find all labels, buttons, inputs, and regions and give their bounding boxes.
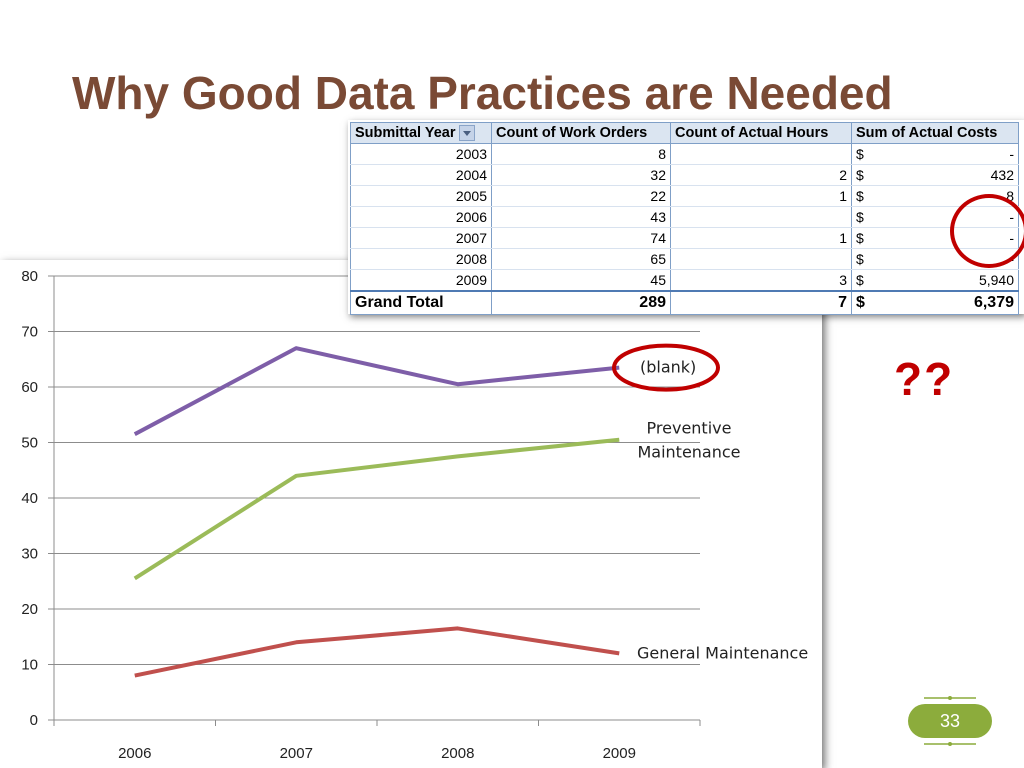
pivot-row: 2007 74 1 $ - [350, 227, 1019, 249]
x-tick-label: 2008 [441, 745, 474, 762]
cell-year: 2008 [350, 248, 492, 270]
pivot-row: 2003 8 $ - [350, 143, 1019, 165]
cell-hours [670, 143, 852, 165]
cost-value: 432 [990, 167, 1014, 183]
cost-value: 8 [1006, 188, 1014, 204]
series-label: Preventive [647, 419, 732, 438]
page-number-badge: 33 [906, 688, 996, 759]
series-label: (blank) [640, 358, 696, 377]
slide-title: Why Good Data Practices are Needed [72, 67, 893, 119]
filter-dropdown-icon[interactable] [459, 125, 476, 142]
question-marks: ?? [894, 353, 955, 405]
cell-year: 2005 [350, 185, 492, 207]
pivot-row: 2005 22 1 $8 [350, 185, 1019, 207]
currency-symbol: $ [856, 209, 864, 225]
cell-work-orders: 45 [491, 269, 671, 292]
currency-symbol: $ [856, 251, 864, 267]
y-tick-label: 0 [30, 712, 38, 729]
chart-labels: (blank) Preventive Maintenance General Main… [612, 343, 808, 662]
x-tick-label: 2007 [280, 745, 313, 762]
cell-hours [670, 248, 852, 270]
series-label: General Maintenance [637, 643, 808, 662]
cell-costs: $5,940 [851, 269, 1019, 292]
pivot-row: 2004 32 2 $432 [350, 164, 1019, 186]
y-tick-label: 20 [21, 601, 38, 618]
currency-symbol: $ [856, 167, 864, 183]
currency-symbol: $ [856, 188, 864, 204]
cell-year: 2007 [350, 227, 492, 249]
cell-hours: 3 [670, 269, 852, 292]
pivot-header-row: Submittal Year Count of Work Orders Coun… [350, 122, 1019, 144]
cell-hours: 2 [670, 164, 852, 186]
series-line [133, 346, 620, 436]
cell-work-orders: 289 [491, 290, 671, 315]
y-tick-label: 70 [21, 324, 38, 341]
cell-work-orders: 22 [491, 185, 671, 207]
currency-symbol: $ [856, 272, 864, 288]
page-number: 33 [940, 711, 960, 731]
cell-work-orders: 65 [491, 248, 671, 270]
cell-hours: 1 [670, 185, 852, 207]
cell-costs: $ - [851, 143, 1019, 165]
cell-year: 2006 [350, 206, 492, 228]
y-tick-label: 60 [21, 379, 38, 396]
currency-symbol: $ [856, 294, 865, 311]
x-tick-label: 2009 [603, 745, 636, 762]
highlight-circle-costs [950, 194, 1024, 268]
chart-grid [54, 275, 700, 665]
chart-series [133, 346, 620, 678]
cell-costs: $432 [851, 164, 1019, 186]
cost-value: 5,940 [978, 272, 1014, 288]
pivot-total-row: Grand Total 289 7 $6,379 [350, 290, 1019, 315]
series-label: Maintenance [637, 443, 740, 462]
y-tick-label: 80 [21, 268, 38, 285]
y-tick-label: 50 [21, 435, 38, 452]
header-count-actual-hours: Count of Actual Hours [670, 122, 852, 144]
cost-value: - [1009, 146, 1014, 162]
cell-work-orders: 8 [491, 143, 671, 165]
pivot-row: 2008 65 $ - [350, 248, 1019, 270]
cost-value: 6,379 [973, 294, 1014, 311]
cell-costs: $6,379 [851, 290, 1019, 315]
pivot-body: 2003 8 $ -2004 32 2 $432 2005 22 1 $8 2006 43 $ -2007 7… [350, 143, 1019, 315]
currency-symbol: $ [856, 146, 864, 162]
x-tick-label: 2006 [118, 745, 151, 762]
line-chart: 0 10 20 30 40 50 60 70 80 2006 2007 2008 2009 (blank… [21, 268, 808, 762]
pivot-table-panel: Submittal Year Count of Work Orders Coun… [348, 120, 1024, 315]
cell-hours [670, 206, 852, 228]
cell-work-orders: 74 [491, 227, 671, 249]
pivot-row: 2009 45 3 $5,940 [350, 269, 1019, 292]
series-line [133, 437, 620, 581]
y-tick-label: 10 [21, 657, 38, 674]
pivot-row: 2006 43 $ - [350, 206, 1019, 228]
header-count-work-orders: Count of Work Orders [491, 122, 671, 144]
y-tick-label: 40 [21, 490, 38, 507]
highlight-circle-blank [612, 343, 720, 392]
cell-hours: 1 [670, 227, 852, 249]
chart-axes: 0 10 20 30 40 50 60 70 80 2006 2007 2008 2009 [21, 268, 701, 762]
line-chart-panel: 0 10 20 30 40 50 60 70 80 2006 2007 2008 2009 (blank… [0, 260, 822, 768]
y-tick-label: 30 [21, 546, 38, 563]
header-sum-actual-costs: Sum of Actual Costs [851, 122, 1019, 144]
header-submittal-year[interactable]: Submittal Year [350, 122, 492, 144]
currency-symbol: $ [856, 230, 864, 246]
cell-year: 2004 [350, 164, 492, 186]
total-label: Grand Total [350, 290, 492, 315]
cell-year: 2009 [350, 269, 492, 292]
series-line [134, 626, 620, 678]
pivot-table: Submittal Year Count of Work Orders Coun… [350, 122, 1019, 315]
cell-year: 2003 [350, 143, 492, 165]
cell-hours: 7 [670, 290, 852, 315]
cell-work-orders: 32 [491, 164, 671, 186]
cell-work-orders: 43 [491, 206, 671, 228]
